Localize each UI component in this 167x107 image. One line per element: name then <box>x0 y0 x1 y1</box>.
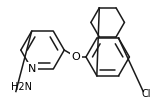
Text: O: O <box>72 52 80 62</box>
Text: Cl: Cl <box>141 89 151 100</box>
Text: H2N: H2N <box>11 82 32 92</box>
Text: N: N <box>28 64 36 74</box>
